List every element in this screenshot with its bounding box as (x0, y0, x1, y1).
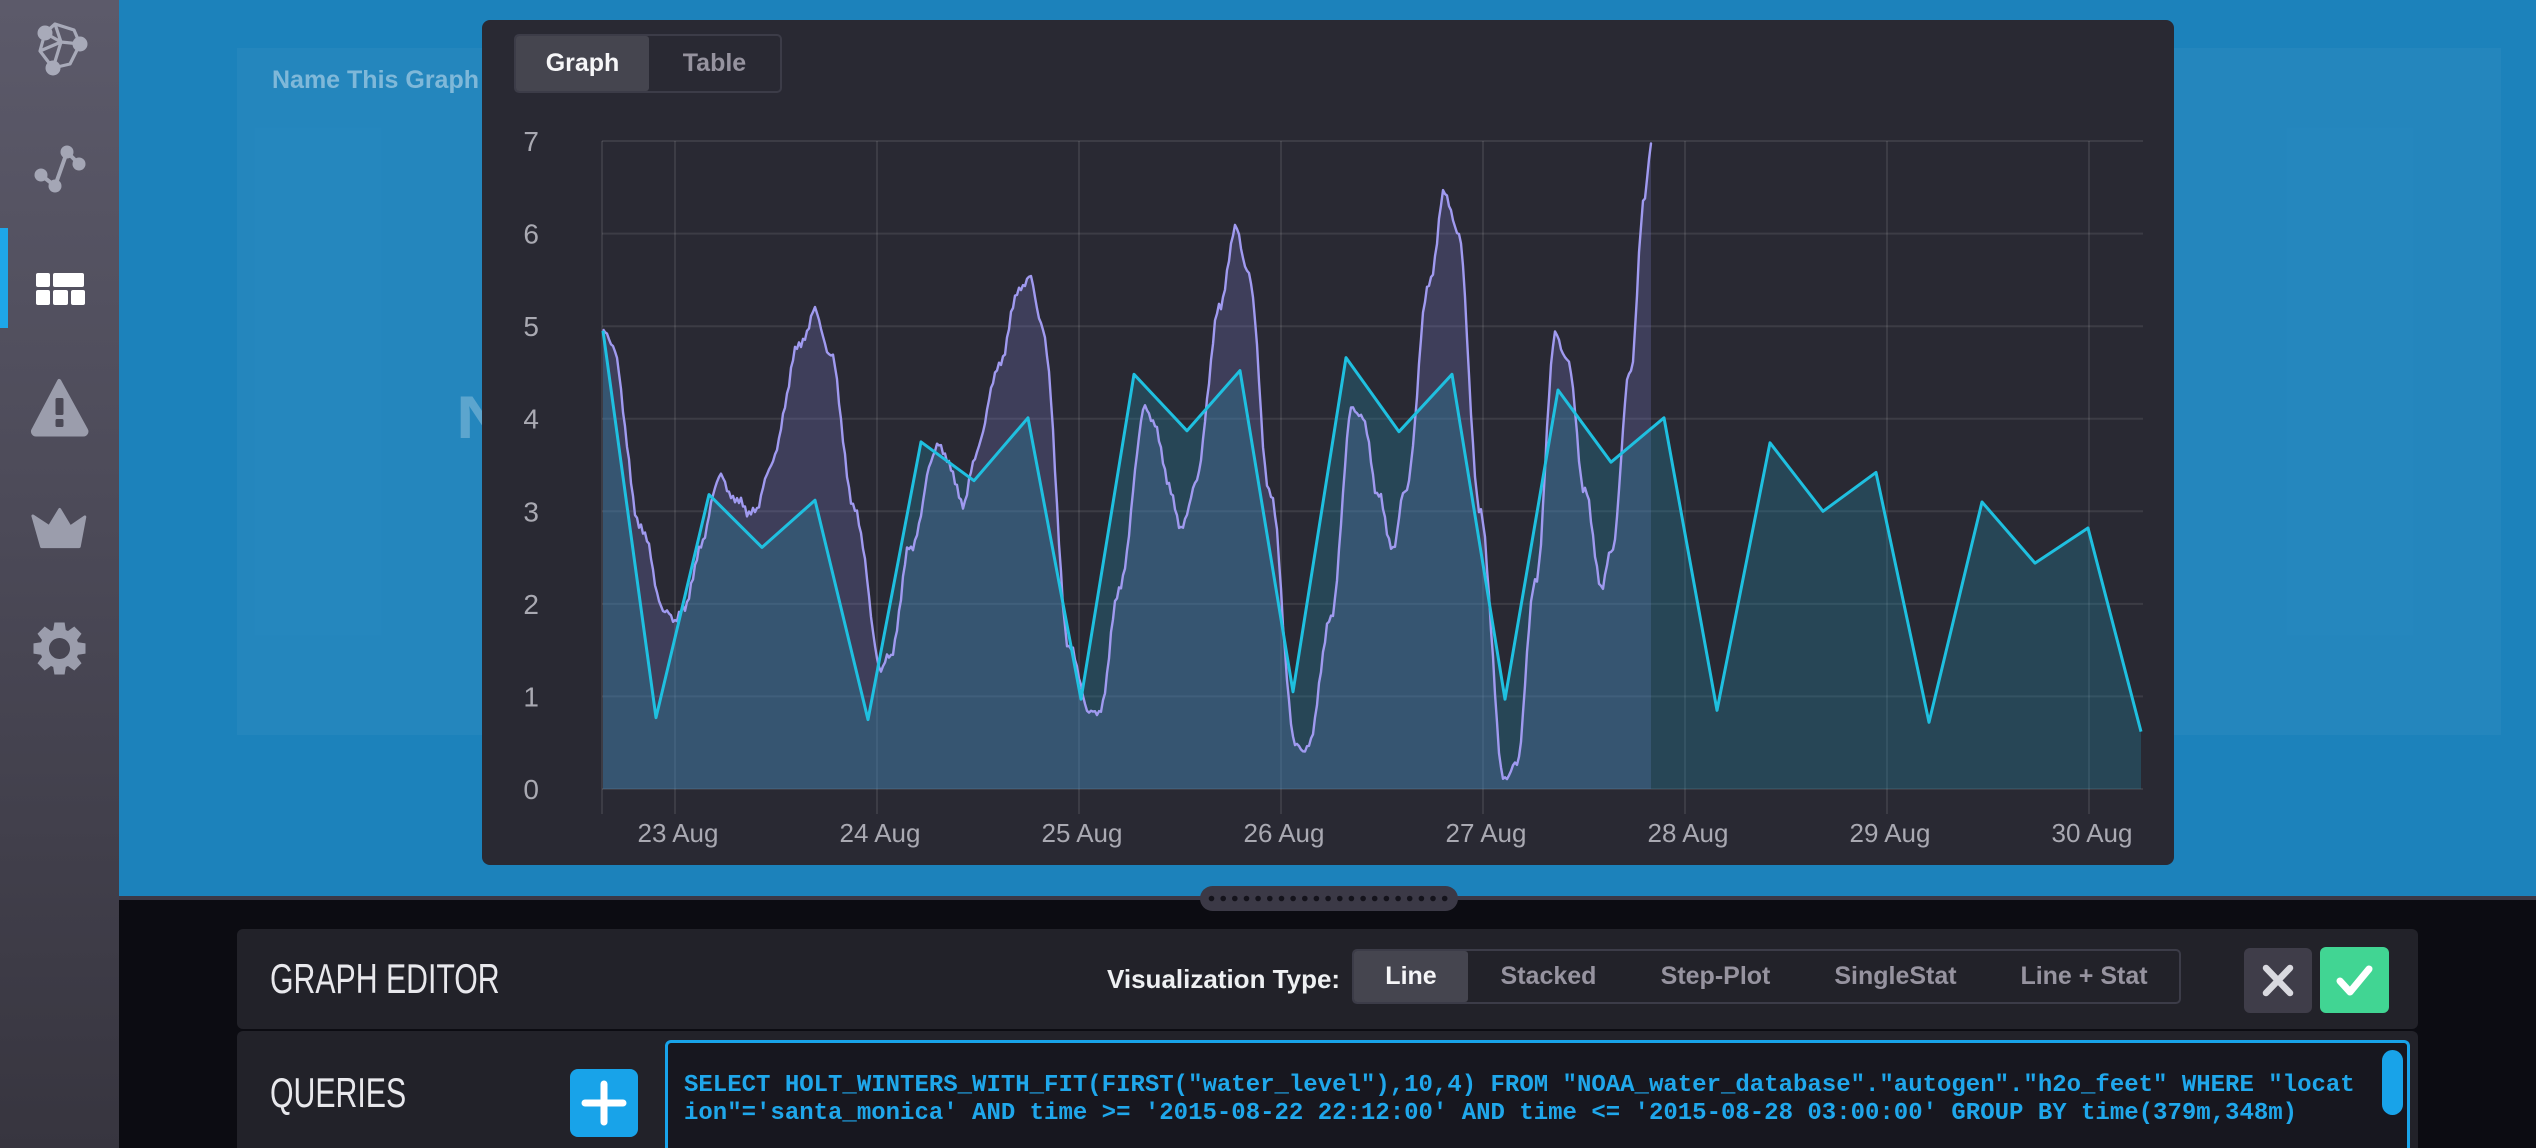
svg-text:23 Aug: 23 Aug (638, 818, 719, 848)
svg-text:24 Aug: 24 Aug (840, 818, 921, 848)
svg-text:7: 7 (523, 126, 539, 157)
svg-text:1: 1 (523, 681, 539, 712)
svg-text:29 Aug: 29 Aug (1850, 818, 1931, 848)
svg-text:26 Aug: 26 Aug (1244, 818, 1325, 848)
svg-text:25 Aug: 25 Aug (1042, 818, 1123, 848)
svg-text:3: 3 (523, 496, 539, 527)
svg-text:4: 4 (523, 404, 539, 435)
svg-text:2: 2 (523, 589, 539, 620)
svg-text:5: 5 (523, 311, 539, 342)
svg-text:27 Aug: 27 Aug (1446, 818, 1527, 848)
svg-text:30 Aug: 30 Aug (2052, 818, 2133, 848)
svg-text:28 Aug: 28 Aug (1648, 818, 1729, 848)
svg-text:6: 6 (523, 219, 539, 250)
svg-text:0: 0 (523, 774, 539, 805)
